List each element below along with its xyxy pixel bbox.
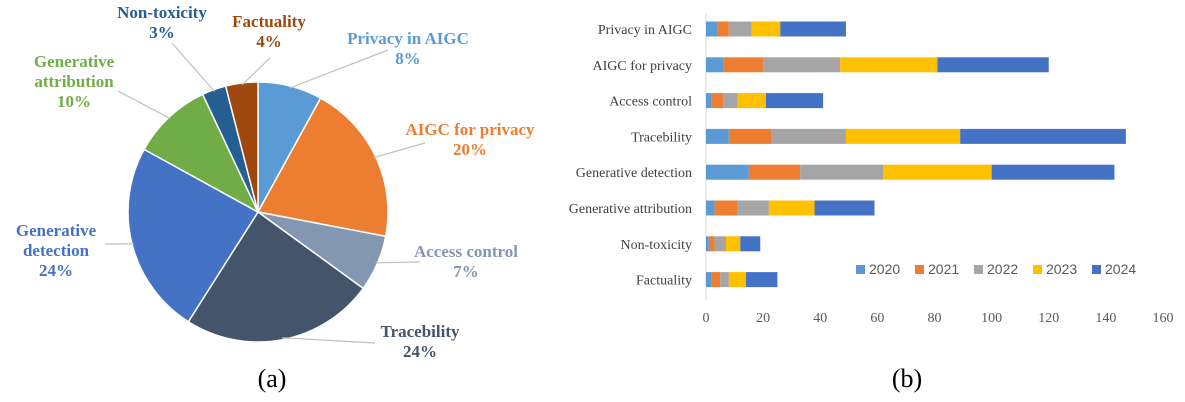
legend-swatch-2024 [1092, 265, 1101, 274]
bar-generative-attribution-2022 [737, 200, 769, 216]
x-tick-label: 20 [756, 311, 770, 326]
leader-line-aigc-for-privacy [373, 142, 426, 159]
bar-access-control-2024 [765, 93, 824, 109]
legend-label-2021: 2021 [928, 261, 959, 277]
bar-generative-detection-2023 [883, 164, 992, 180]
pie-label-access-control: Access control 7% [414, 242, 518, 281]
pie-caption: (a) [258, 364, 287, 393]
x-tick-label: 80 [928, 311, 942, 326]
bar-non-toxicity-2024 [740, 236, 761, 252]
bar-access-control-2023 [737, 93, 766, 109]
bar-factuality-2023 [728, 272, 746, 288]
leader-line-tracebility [281, 337, 376, 344]
x-tick-label: 40 [813, 311, 827, 326]
category-label-access-control: Access control [609, 95, 692, 110]
category-label-privacy-in-aigc: Privacy in AIGC [598, 23, 692, 38]
bar-non-toxicity-2023 [725, 236, 741, 252]
bar-generative-detection-2022 [800, 164, 884, 180]
pie-slice-factuality [224, 81, 259, 213]
bar-factuality-2022 [720, 272, 729, 288]
bar-tracebility-2021 [728, 128, 772, 144]
legend-label-2020: 2020 [869, 261, 900, 277]
bar-aigc-for-privacy-2023 [840, 57, 938, 73]
leader-line-privacy-in-aigc [289, 49, 389, 89]
x-tick-label: 120 [1038, 311, 1059, 326]
bar-non-toxicity-2021 [708, 236, 715, 252]
bar-tracebility-2023 [845, 128, 961, 144]
bar-tracebility-2020 [706, 128, 729, 144]
category-label-aigc-for-privacy: AIGC for privacy [592, 59, 692, 74]
pie-label-factuality: Factuality 4% [232, 12, 306, 51]
bar-access-control-2022 [723, 93, 738, 109]
pie-label-tracebility: Tracebility 24% [381, 322, 460, 361]
legend-swatch-2022 [974, 265, 983, 274]
bar-generative-attribution-2021 [714, 200, 738, 216]
pie-chart: Privacy in AIGC 8% AIGC for privacy 20% Acce… [16, 3, 535, 361]
bar-access-control-2020 [706, 93, 712, 109]
pie-label-generative-attribution: Generative attribution 10% [34, 52, 115, 111]
legend-label-2023: 2023 [1046, 261, 1077, 277]
pie-label-privacy-in-aigc: Privacy in AIGC 8% [347, 29, 469, 68]
bar-caption: (b) [892, 364, 922, 393]
bar-generative-detection-2020 [706, 164, 749, 180]
bar-privacy-in-aigc-2022 [728, 21, 752, 37]
x-tick-label: 100 [981, 311, 1002, 326]
legend-label-2022: 2022 [987, 261, 1018, 277]
category-label-non-toxicity: Non-toxicity [620, 238, 692, 253]
bar-factuality-2024 [745, 272, 778, 288]
leader-line-access-control [375, 261, 421, 264]
stacked-bar-chart: 0 20 40 60 80 100 120 140 160 Privacy in AIGC AIGC… [569, 14, 1174, 326]
bar-generative-attribution-2024 [814, 200, 875, 216]
legend-label-2024: 2024 [1105, 261, 1136, 277]
bar-non-toxicity-2020 [706, 236, 709, 252]
pie-slice-generative-attribution [143, 93, 260, 214]
category-label-generative-attribution: Generative attribution [569, 202, 692, 217]
leader-line-generative-attribution [117, 90, 171, 120]
pie-label-generative-detection: Generative detection 24% [16, 221, 97, 280]
bar-aigc-for-privacy-2021 [723, 57, 764, 73]
bar-generative-detection-2024 [991, 164, 1115, 180]
bar-generative-attribution-2020 [706, 200, 715, 216]
leader-line-factuality [241, 57, 271, 86]
bar-privacy-in-aigc-2024 [780, 21, 846, 37]
x-tick-label: 0 [703, 311, 710, 326]
bar-generative-attribution-2023 [768, 200, 815, 216]
bar-tracebility-2022 [771, 128, 846, 144]
bar-access-control-2021 [711, 93, 724, 109]
bar-factuality-2021 [711, 272, 721, 288]
leader-line-non-toxicity [171, 42, 216, 92]
legend-swatch-2021 [915, 265, 924, 274]
bar-generative-detection-2021 [748, 164, 801, 180]
bar-aigc-for-privacy-2020 [706, 57, 724, 73]
bar-factuality-2020 [706, 272, 712, 288]
category-label-factuality: Factuality [636, 274, 692, 289]
x-tick-label: 160 [1153, 311, 1174, 326]
x-tick-label: 140 [1095, 311, 1116, 326]
bar-tracebility-2024 [960, 128, 1126, 144]
x-tick-label: 60 [870, 311, 884, 326]
pie-slice-tracebility [187, 210, 365, 343]
bar-privacy-in-aigc-2023 [751, 21, 781, 37]
bar-non-toxicity-2022 [714, 236, 726, 252]
pie-label-aigc-for-privacy: AIGC for privacy 20% [405, 120, 535, 159]
bar-privacy-in-aigc-2021 [717, 21, 729, 37]
bar-aigc-for-privacy-2024 [937, 57, 1049, 73]
legend-swatch-2020 [856, 265, 865, 274]
category-label-tracebility: Tracebility [631, 130, 692, 145]
category-label-generative-detection: Generative detection [576, 166, 692, 181]
pie-label-non-toxicity: Non-toxicity 3% [117, 3, 207, 42]
legend-swatch-2023 [1033, 265, 1042, 274]
bar-aigc-for-privacy-2022 [763, 57, 841, 73]
bar-privacy-in-aigc-2020 [706, 21, 718, 37]
